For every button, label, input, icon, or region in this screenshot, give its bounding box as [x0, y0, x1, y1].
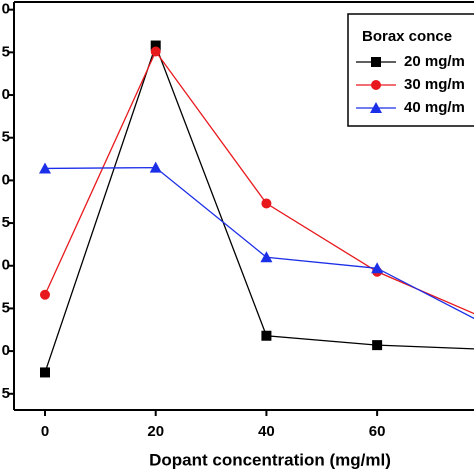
marker [371, 57, 381, 67]
marker [150, 46, 161, 57]
y-tick-label: 5 [2, 214, 10, 231]
x-tick-label: 0 [41, 423, 49, 440]
marker [372, 340, 383, 351]
y-tick-label: 0 [2, 257, 10, 274]
y-tick-label: 0 [2, 86, 10, 103]
y-tick-label: 0 [2, 1, 10, 18]
marker [150, 40, 161, 51]
x-tick-label: 60 [369, 423, 386, 440]
marker [38, 162, 51, 174]
legend-label: 30 mg/m [404, 76, 465, 93]
y-tick-label: 5 [2, 43, 10, 60]
legend-title: Borax conce [362, 28, 452, 45]
y-tick-label: 5 [2, 385, 10, 402]
y-tick-label: 0 [2, 171, 10, 188]
marker [370, 102, 382, 113]
legend: Borax conce 20 mg/m 30 mg/m 40 mg/m [347, 13, 474, 127]
marker [261, 198, 272, 209]
legend-label: 40 mg/m [404, 99, 465, 116]
x-axis-label: Dopant concentration (mg/ml) [149, 450, 391, 469]
marker [371, 262, 384, 274]
legend-box [347, 13, 474, 127]
y-tick-label: 5 [2, 129, 10, 146]
marker [371, 80, 381, 90]
x-tick-label: 20 [147, 423, 164, 440]
plot-area [38, 40, 474, 378]
marker [149, 161, 162, 173]
marker [260, 251, 273, 263]
series-line [44, 166, 474, 320]
legend-label: 20 mg/m [404, 53, 465, 70]
y-tick-label: 0 [2, 342, 10, 359]
x-tick-label: 40 [258, 423, 275, 440]
marker [261, 330, 272, 341]
marker [39, 289, 50, 300]
y-tick-label: 5 [2, 299, 10, 316]
marker [39, 367, 50, 378]
